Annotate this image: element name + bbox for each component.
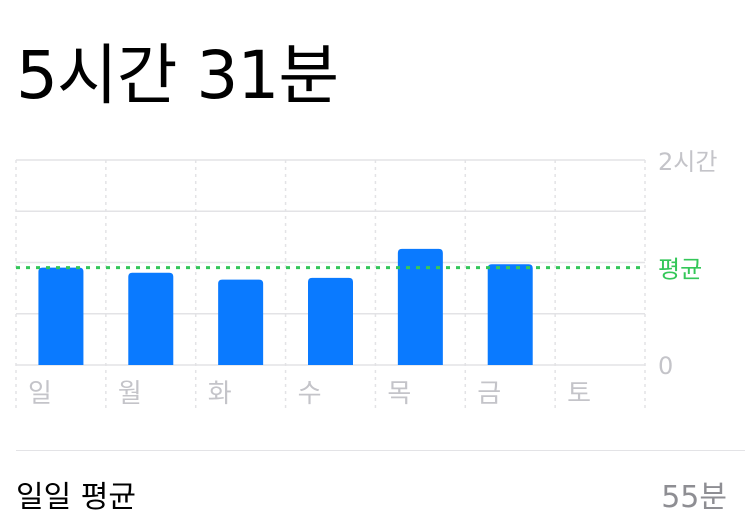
category-label: 수 bbox=[298, 379, 322, 409]
category-label: 화 bbox=[208, 379, 232, 409]
bar-수 bbox=[308, 277, 353, 365]
average-label: 평균 bbox=[658, 256, 702, 284]
category-label: 일 bbox=[28, 379, 52, 409]
y-tick-label-max: 2시간 bbox=[658, 148, 717, 176]
bar-목 bbox=[397, 248, 443, 365]
total-screen-time: 5시간 31분 bbox=[16, 37, 339, 114]
divider bbox=[16, 450, 745, 451]
category-label: 목 bbox=[387, 379, 411, 409]
bar-월 bbox=[128, 272, 174, 365]
y-tick-label-zero: 0 bbox=[658, 352, 673, 380]
daily-average-label: 일일 평균 bbox=[16, 480, 136, 515]
category-label: 토 bbox=[567, 379, 591, 409]
category-label: 금 bbox=[477, 379, 501, 409]
bar-화 bbox=[218, 279, 264, 365]
weekly-usage-chart: 평균 2시간 0 일 월 화 수 목 금 토 bbox=[15, 148, 717, 410]
bar-금 bbox=[487, 264, 533, 365]
bar-일 bbox=[38, 267, 84, 365]
daily-average-value: 55분 bbox=[661, 480, 727, 515]
category-label: 월 bbox=[118, 379, 142, 409]
